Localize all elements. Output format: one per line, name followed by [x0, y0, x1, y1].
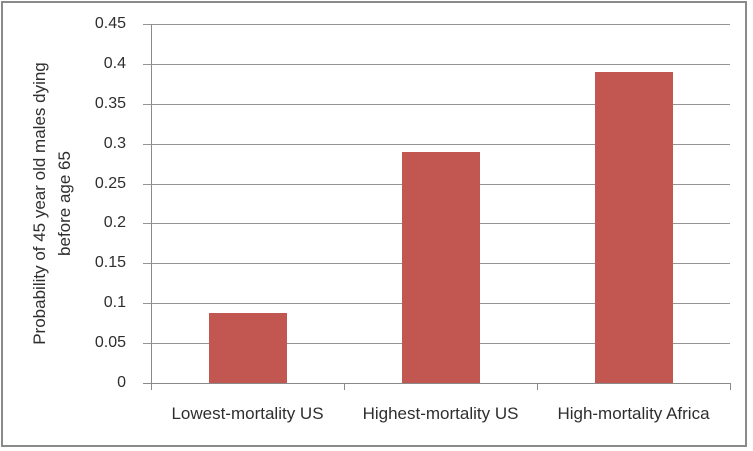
bar: [402, 152, 480, 383]
x-axis-line: [151, 383, 730, 384]
y-axis-title: Probability of 45 year old males dying b…: [27, 24, 79, 383]
y-axis-tick-label: 0: [117, 374, 126, 391]
gridline: [143, 64, 730, 65]
gridline: [143, 24, 730, 25]
y-axis-tick-label: 0.25: [94, 175, 126, 192]
y-axis-title-line2: before age 65: [55, 151, 74, 256]
x-axis-tick: [151, 383, 152, 390]
x-axis-label: Lowest-mortality US: [171, 404, 324, 423]
y-axis-title-line1: Probability of 45 year old males dying: [30, 62, 49, 345]
x-axis-label: Highest-mortality US: [362, 404, 519, 423]
x-axis-tick: [730, 383, 731, 390]
y-axis-tick-label: 0.05: [94, 334, 126, 351]
bar: [595, 72, 673, 383]
y-axis-tick-label: 0.4: [103, 55, 126, 72]
gridline: [143, 104, 730, 105]
y-axis-line: [151, 24, 152, 390]
y-axis-tick: [143, 383, 151, 384]
x-axis-tick: [537, 383, 538, 390]
y-axis-tick-label: 0.45: [94, 15, 126, 32]
y-axis-tick-label: 0.2: [103, 214, 126, 231]
x-axis-tick: [344, 383, 345, 390]
y-axis-tick-label: 0.15: [94, 254, 126, 271]
x-axis-label: High-mortality Africa: [557, 404, 710, 423]
bar: [209, 313, 287, 383]
y-axis-tick-label: 0.35: [94, 95, 126, 112]
gridline: [143, 144, 730, 145]
y-axis-tick-label: 0.3: [103, 135, 126, 152]
y-axis-tick-label: 0.1: [103, 294, 126, 311]
